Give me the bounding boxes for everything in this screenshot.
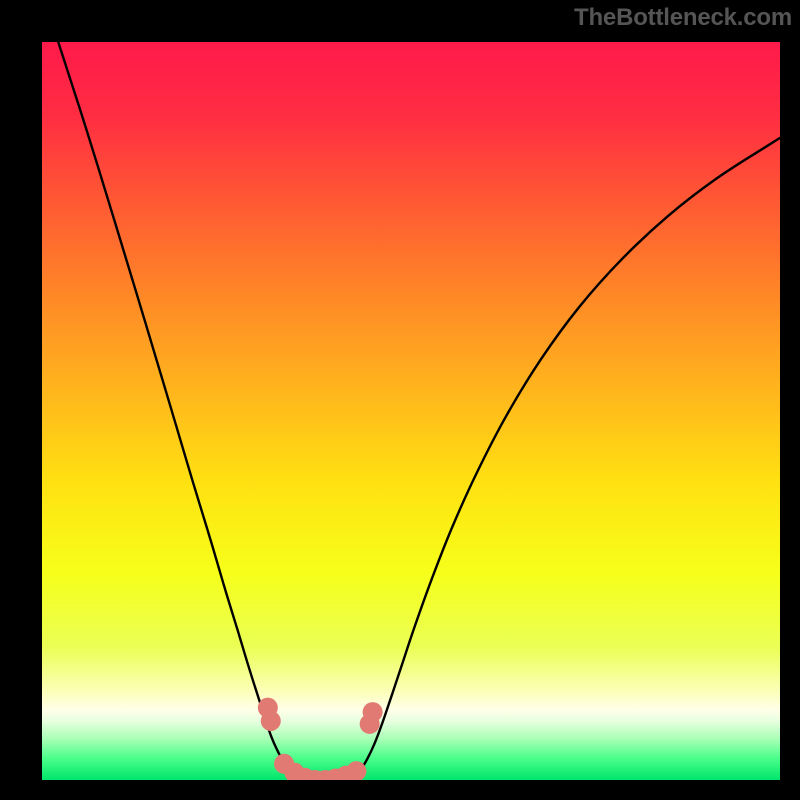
bottleneck-curve-chart	[0, 0, 800, 800]
bead-marker	[363, 702, 383, 722]
bead-marker	[261, 711, 281, 731]
attribution-label: TheBottleneck.com	[574, 4, 792, 32]
gradient-plot-area	[42, 42, 780, 780]
bead-marker	[346, 761, 366, 781]
chart-stage: TheBottleneck.com	[0, 0, 800, 800]
